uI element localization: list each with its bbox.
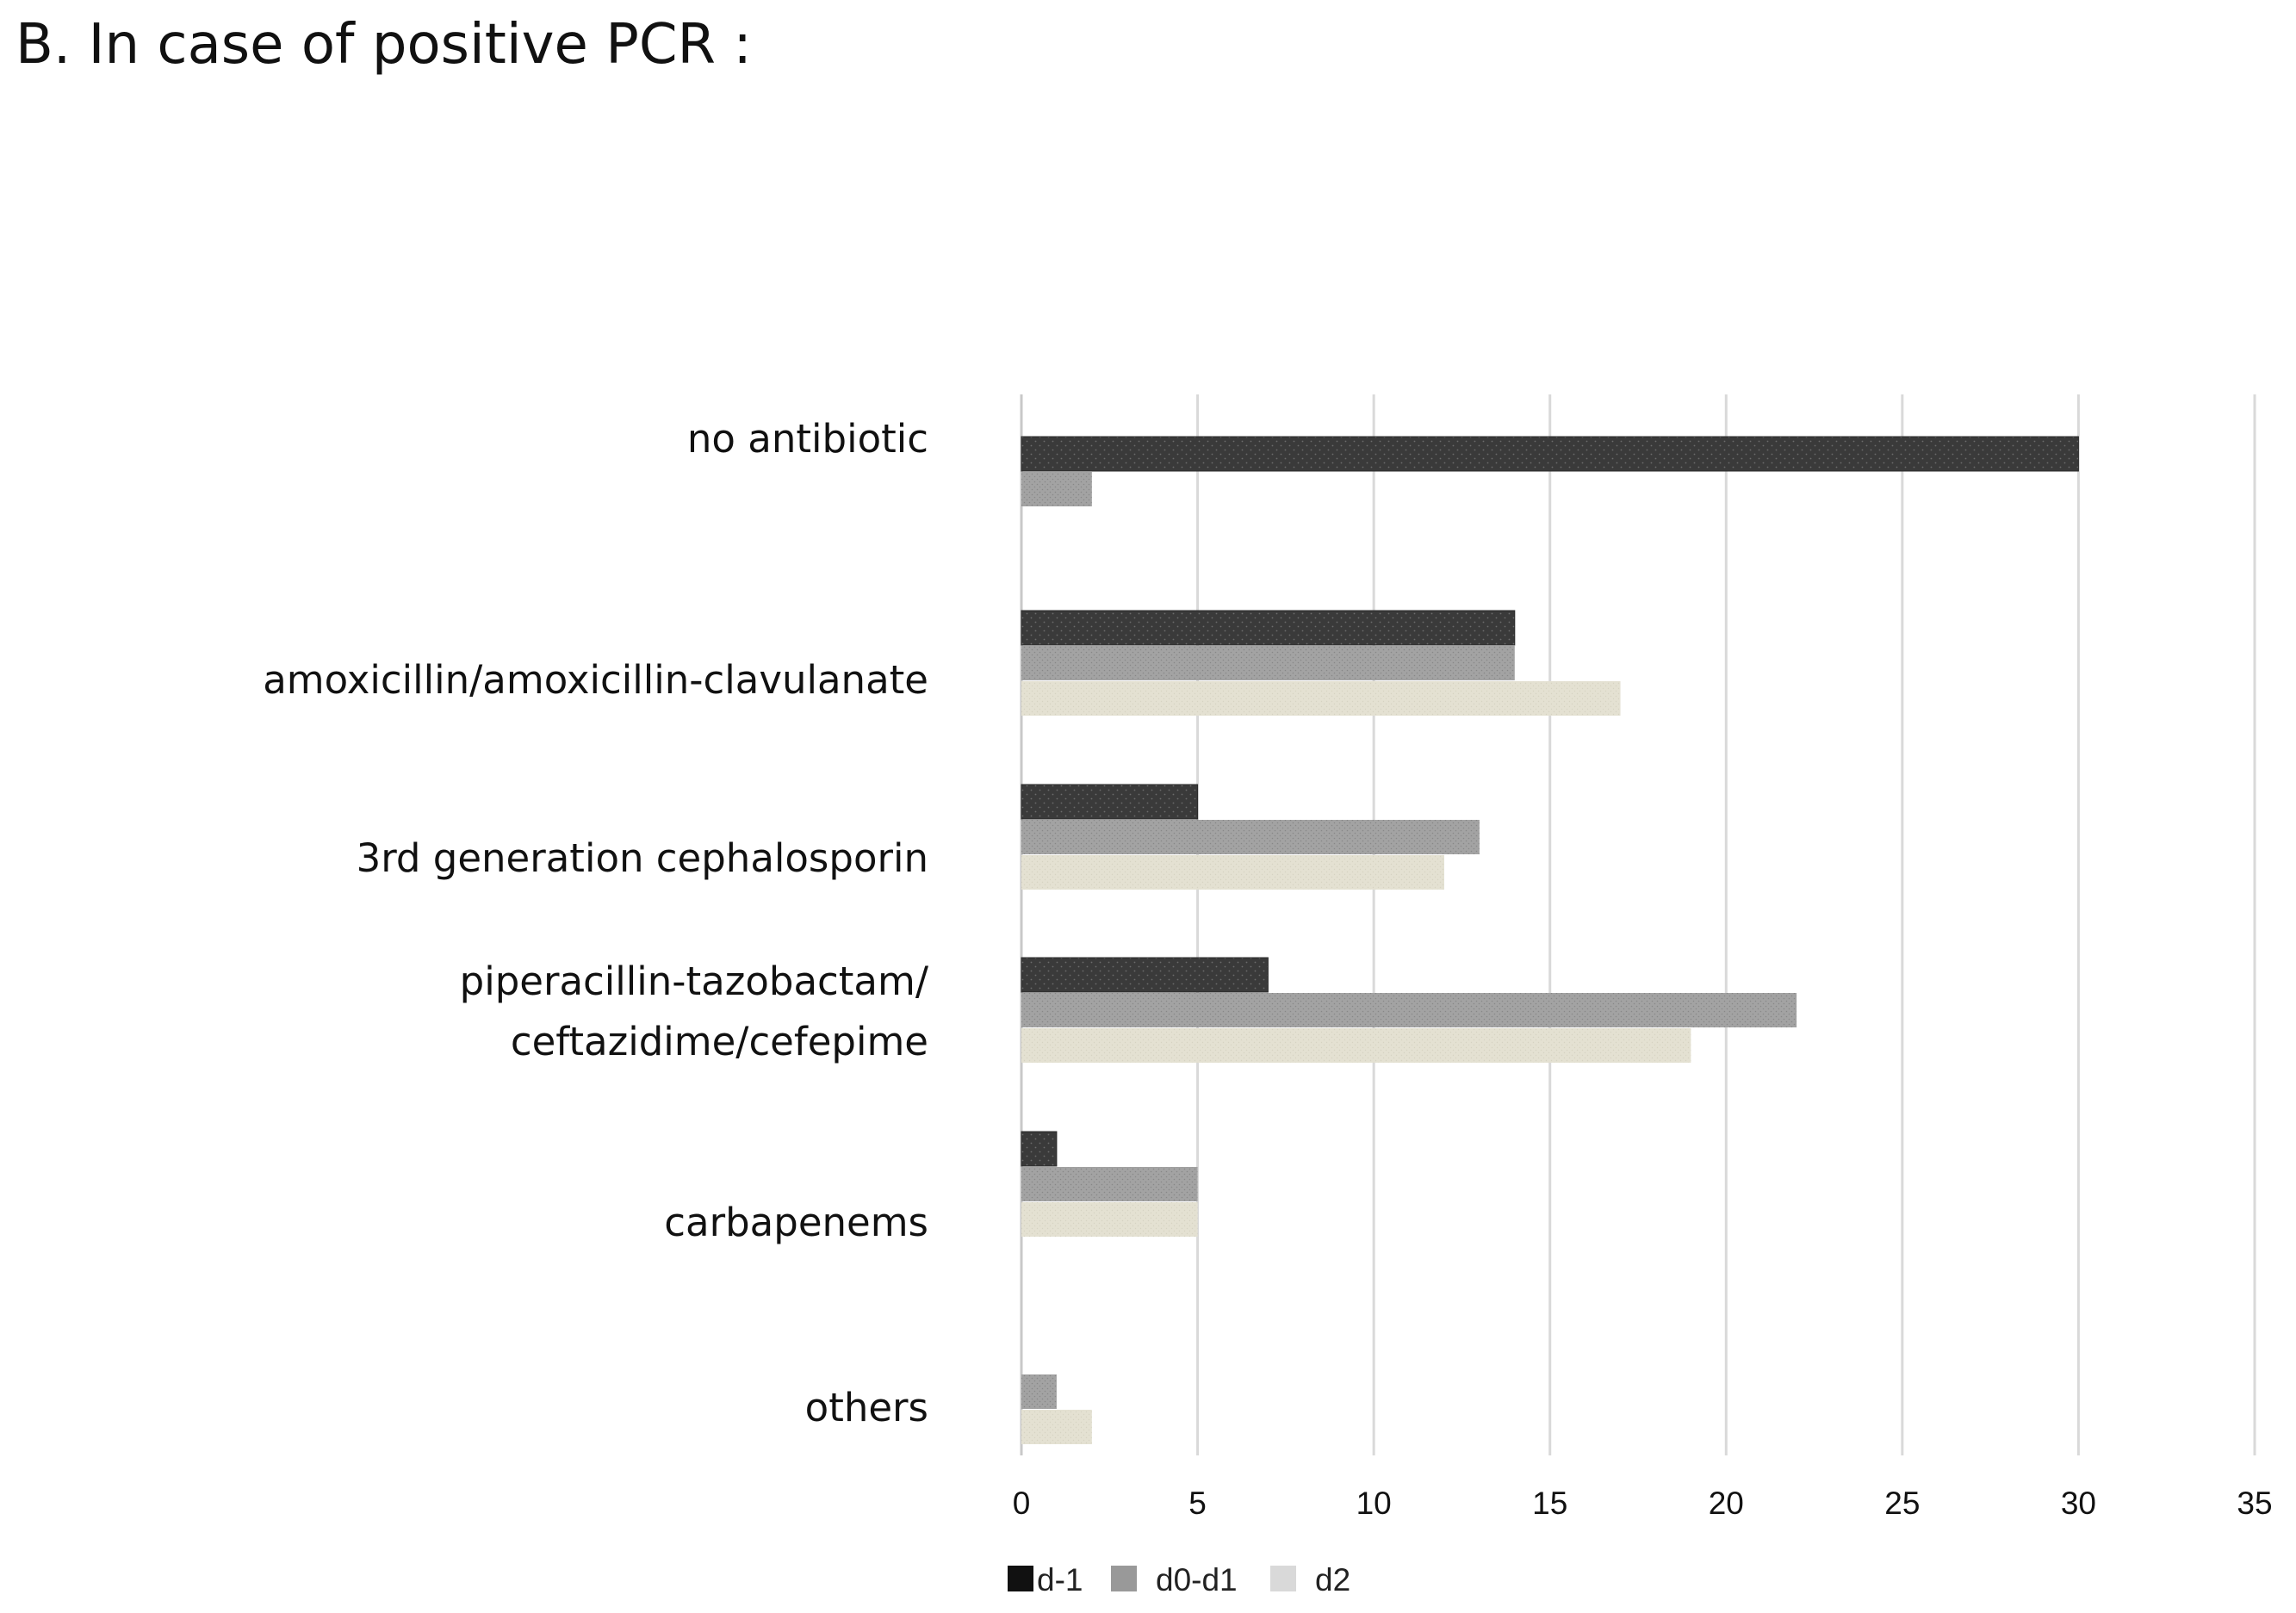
x-tick-label-15: 15 [1532,1486,1567,1521]
bar-d2-2 [1021,855,1444,890]
bar-d2-4 [1021,1202,1198,1237]
category-label-1-0: amoxicillin/amoxicillin-clavulanate [263,657,928,703]
legend-label-d0-d1: d0-d1 [1156,1562,1238,1597]
bar-d-1-3 [1021,957,1269,993]
category-label-2-0: 3rd generation cephalosporin [357,835,928,881]
bar-d2-1 [1021,681,1621,716]
category-label-5-0: others [805,1385,928,1430]
legend-swatch-d-1 [1008,1566,1033,1591]
bar-d2-5 [1021,1410,1092,1444]
bar-d-1-1 [1021,610,1516,646]
legend-swatch-d2 [1270,1566,1296,1591]
legend: d-1 d0-d1 d2 [1008,1562,1350,1597]
category-labels: no antibiotic amoxicillin/amoxicillin-cla… [263,416,929,1430]
bar-d0-d1-4 [1021,1167,1198,1201]
legend-swatch-d0-d1 [1111,1566,1137,1591]
gridlines [1020,394,2256,1455]
x-tick-label-20: 20 [1709,1486,1744,1521]
x-axis-ticks: 0 5 10 15 20 25 30 35 [1013,1486,2273,1521]
page-title: B. In case of positive PCR : [16,13,752,77]
bar-d0-d1-3 [1021,993,1797,1027]
x-tick-label-25: 25 [1884,1486,1920,1521]
bar-d-1-4 [1021,1131,1058,1167]
x-tick-label-5: 5 [1188,1486,1207,1521]
category-label-4-0: carbapenems [664,1200,928,1245]
x-tick-label-10: 10 [1356,1486,1392,1521]
category-label-3-0: piperacillin-tazobactam/ [460,958,929,1004]
category-label-3-1: ceftazidime/cefepime [511,1019,928,1064]
bar-d0-d1-0 [1021,472,1092,506]
legend-label-d-1: d-1 [1037,1562,1083,1597]
bar-d2-3 [1021,1028,1691,1063]
x-tick-label-35: 35 [2237,1486,2272,1521]
category-label-0-0: no antibiotic [687,416,928,462]
bar-d-1-0 [1021,436,2079,472]
bar-d0-d1-2 [1021,820,1480,854]
bar-d0-d1-1 [1021,646,1515,680]
bar-d-1-2 [1021,784,1199,820]
legend-label-d2: d2 [1315,1562,1350,1597]
bar-d0-d1-5 [1021,1374,1057,1409]
x-tick-label-30: 30 [2061,1486,2096,1521]
x-tick-label-0: 0 [1013,1486,1031,1521]
bars [1021,436,2079,1444]
